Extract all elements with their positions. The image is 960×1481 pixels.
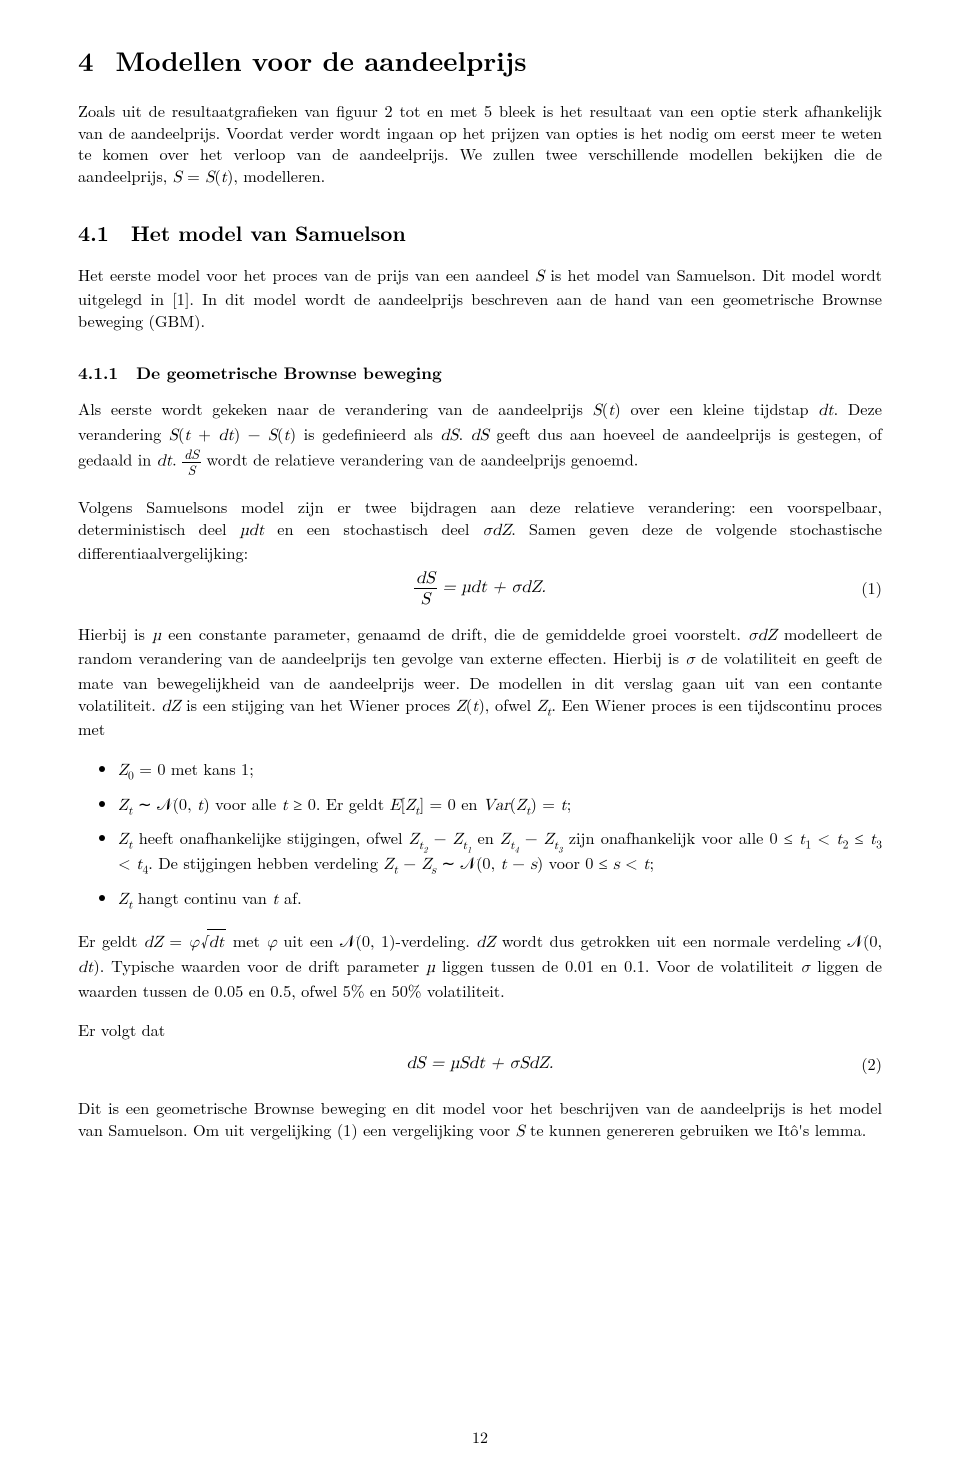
page: 4 Modellen voor de aandeelprijs Zoals uit… — [0, 0, 960, 1481]
list-item: Zt hangt continu van t af. — [118, 887, 882, 912]
section-heading: 4 Modellen voor de aandeelprijs — [78, 42, 882, 78]
equation-1: dSS = µdt + σdZ. (1) — [78, 568, 882, 609]
subsubsection-heading: 4.1.1 De geometrische Brownse beweging — [78, 362, 882, 385]
list-item: Zt heeft onafhankelijke stijgingen, ofwe… — [118, 827, 882, 876]
page-number: 12 — [0, 1426, 960, 1447]
p411c: Hierbij is µ een constante parameter, ge… — [78, 623, 882, 740]
intro-paragraph: Zoals uit de resultaatgrafieken van figu… — [78, 100, 882, 190]
subsubsection-number: 4.1.1 — [78, 361, 118, 385]
p41: Het eerste model voor het proces van de … — [78, 264, 882, 332]
p411b: Volgens Samuelsons model zijn er twee bi… — [78, 496, 882, 564]
subsection-number: 4.1 — [78, 218, 109, 248]
equation-number-1: (1) — [861, 577, 882, 599]
section-title: Modellen voor de aandeelprijs — [116, 40, 527, 79]
equation-2: dS = µSdt + σSdZ. (2) — [78, 1045, 882, 1083]
equation-2-body: dS = µSdt + σSdZ. — [406, 1053, 553, 1076]
p-last: Dit is een geometrische Brownse beweging… — [78, 1097, 882, 1143]
wiener-properties-list: Z0 = 0 met kans 1; Zt ∼ 𝒩(0, t) voor all… — [78, 758, 882, 911]
subsubsection-title: De geometrische Brownse beweging — [136, 361, 442, 385]
p411a: Als eerste wordt gekeken naar de verande… — [78, 398, 882, 478]
list-item: Z0 = 0 met kans 1; — [118, 758, 882, 783]
p-follow: Er volgt dat — [78, 1019, 882, 1041]
subsection-title: Het model van Samuelson — [131, 218, 406, 248]
list-item: Zt ∼ 𝒩(0, t) voor alle t ≥ 0. Er geldt E… — [118, 793, 882, 818]
equation-number-2: (2) — [861, 1053, 882, 1075]
subsection-heading: 4.1 Het model van Samuelson — [78, 220, 882, 248]
section-number: 4 — [78, 40, 94, 79]
p411d: Er geldt dZ = φ√dt met φ uit een 𝒩(0, 1)… — [78, 929, 882, 1001]
